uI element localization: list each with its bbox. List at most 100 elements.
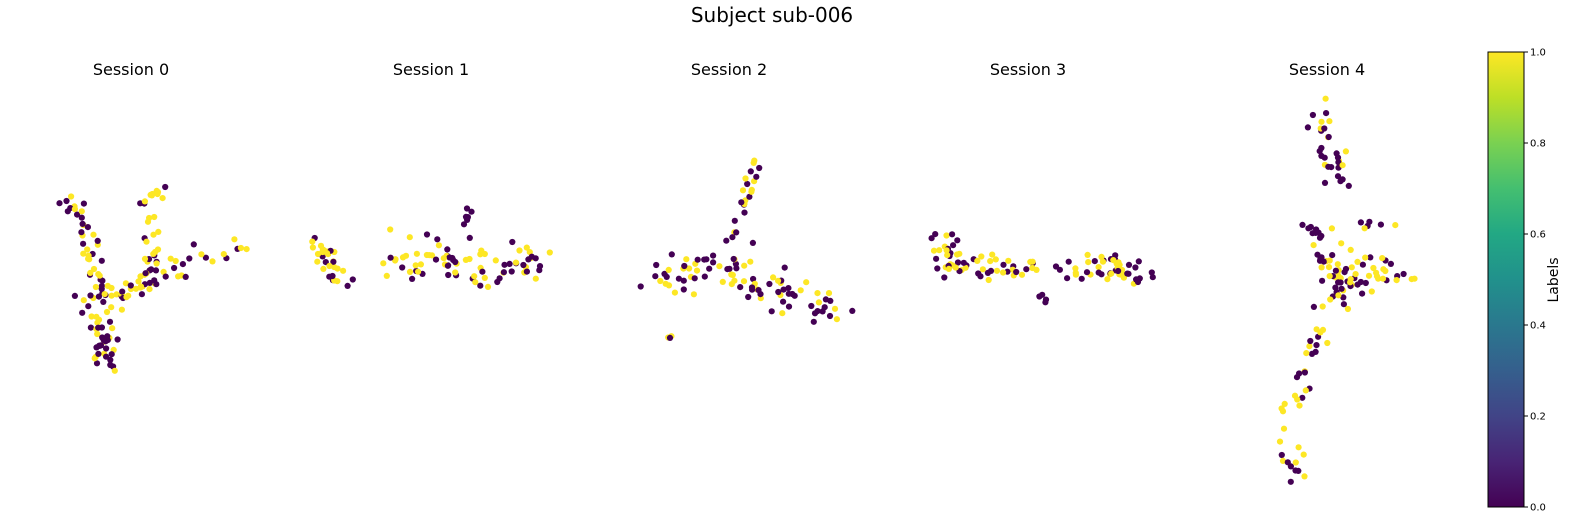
scatter-point (1324, 339, 1331, 347)
scatter-point (933, 255, 940, 262)
scatter-point (740, 278, 748, 285)
scatter-point (95, 293, 102, 300)
scatter-point (663, 273, 670, 280)
scatter-point (1329, 252, 1336, 259)
scatter-point (349, 276, 356, 283)
scatter-point (1027, 258, 1034, 265)
scatter-point (749, 286, 756, 293)
scatter-point (417, 261, 424, 268)
scatter-point (1362, 279, 1369, 287)
scatter-point (320, 265, 327, 272)
scatter-point (825, 290, 833, 297)
scatter-point (344, 282, 351, 289)
scatter-point (1306, 343, 1313, 350)
scatter-point (928, 235, 935, 242)
scatter-point (78, 214, 85, 221)
scatter-point (127, 282, 134, 289)
scatter-point (849, 307, 856, 314)
scatter-point (153, 281, 160, 288)
scatter-point (109, 325, 116, 332)
scatter-point (1379, 255, 1386, 262)
scatter-point (319, 253, 326, 260)
scatter-point (108, 304, 115, 311)
scatter-point (162, 273, 169, 280)
scatter-point (516, 247, 523, 254)
scatter-point (985, 276, 992, 284)
scatter-point (1335, 292, 1342, 299)
scatter-point (94, 319, 101, 326)
scatter-point (719, 278, 726, 285)
scatter-point (114, 336, 121, 343)
scatter-point (94, 237, 101, 244)
scatter-point (319, 248, 326, 256)
scatter-point (811, 310, 819, 317)
scatter-point (84, 224, 91, 231)
scatter-point (1120, 274, 1127, 281)
scatter-point (243, 246, 250, 253)
scatter-point (1018, 271, 1026, 278)
scatter-point (989, 251, 996, 258)
scatter-point (768, 308, 775, 315)
panel-title-session-0: Session 0 (93, 60, 169, 79)
scatter-point (1294, 396, 1301, 403)
scatter-point (1321, 154, 1328, 161)
scatter-point (810, 318, 817, 325)
scatter-point (56, 200, 63, 207)
panel-title-session-4: Session 4 (1289, 60, 1365, 79)
scatter-point (1301, 369, 1308, 376)
scatter-point (785, 290, 792, 297)
scatter-point (750, 275, 757, 283)
scatter-point (1295, 467, 1302, 474)
scatter-point (1278, 451, 1285, 459)
scatter-point (107, 361, 114, 369)
scatter-point (472, 279, 479, 286)
scatter-point (1296, 370, 1303, 377)
scatter-point (103, 353, 110, 360)
scatter-point (151, 213, 158, 221)
scatter-point (141, 255, 149, 262)
scatter-point (992, 256, 999, 263)
scatter-point (941, 274, 948, 281)
scatter-point (974, 257, 981, 264)
scatter-point (1000, 269, 1007, 276)
scatter-point (690, 291, 698, 298)
scatter-point (750, 159, 757, 166)
scatter-point (153, 260, 160, 267)
scatter-point (528, 253, 535, 260)
colorbar-tick-label: 0.0 (1530, 503, 1546, 514)
scatter-point (1149, 274, 1156, 281)
scatter-point (745, 293, 752, 301)
scatter-point (413, 250, 420, 257)
scatter-point (950, 242, 957, 249)
scatter-point (93, 344, 100, 351)
scatter-point (186, 255, 193, 262)
scatter-point (149, 190, 156, 198)
scatter-point (1098, 253, 1105, 260)
scatter-point (171, 264, 178, 272)
scatter-point (680, 277, 687, 284)
scatter-point (387, 226, 394, 233)
scatter-point (1301, 473, 1308, 480)
scatter-point (463, 205, 471, 212)
scatter-panel-session-2 (637, 157, 856, 341)
scatter-point (1033, 266, 1040, 273)
scatter-point (936, 247, 943, 254)
scatter-point (1110, 257, 1117, 264)
scatter-point (1352, 271, 1359, 278)
scatter-point (945, 265, 953, 272)
scatter-point (1292, 459, 1299, 466)
scatter-point (78, 229, 85, 236)
scatter-point (154, 246, 162, 253)
scatter-point (508, 268, 515, 275)
scatter-point (108, 351, 115, 358)
scatter-point (108, 284, 115, 292)
scatter-point (95, 350, 102, 357)
scatter-point (1357, 219, 1364, 226)
scatter-point (1328, 225, 1335, 232)
scatter-point (1064, 275, 1071, 282)
scatter-point (975, 270, 982, 277)
scatter-point (1332, 267, 1339, 274)
scatter-point (1281, 400, 1288, 407)
scatter-point (833, 316, 841, 323)
scatter-point (710, 252, 717, 259)
